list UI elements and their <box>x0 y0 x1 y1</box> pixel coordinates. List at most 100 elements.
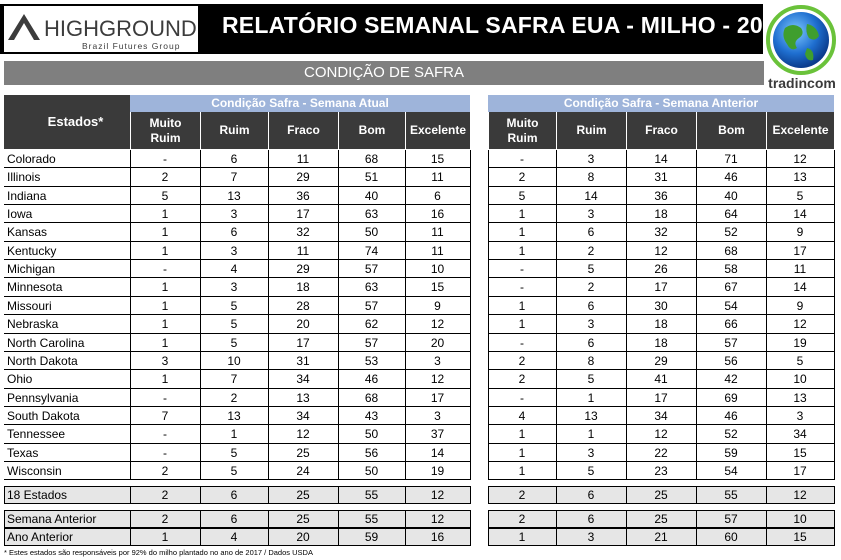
cell-previous: 67 <box>724 280 738 295</box>
state-name: Wisconsin <box>7 463 62 478</box>
cell-previous: 42 <box>724 372 738 387</box>
previous-week-group-header: Condição Safra - Semana Anterior <box>488 95 834 112</box>
globe-ring-icon <box>766 5 836 75</box>
summary-border <box>4 527 470 528</box>
cell-current: 31 <box>296 353 310 368</box>
cell-previous: 46 <box>724 408 738 423</box>
cell-previous: 14 <box>654 152 668 166</box>
cell-previous: 1 <box>518 243 526 258</box>
column-divider <box>488 150 489 481</box>
cell-current: 1 <box>161 298 169 313</box>
state-name: Tennessee <box>7 427 66 442</box>
summary-row-bg <box>4 528 470 546</box>
cell-current: 50 <box>364 225 379 240</box>
cell-previous: 1 <box>518 445 526 460</box>
row-divider <box>488 442 834 444</box>
state-name: South Dakota <box>7 408 80 423</box>
cell-current: 3 <box>230 243 238 258</box>
summary-cell-previous: 2 <box>518 512 526 526</box>
col-header-current: Ruim <box>200 112 268 149</box>
cell-current: 11 <box>431 225 444 240</box>
summary-border <box>4 486 470 487</box>
cell-current: 5 <box>230 317 238 332</box>
cell-previous: 4 <box>518 408 526 423</box>
cell-current: 7 <box>230 170 238 185</box>
summary-divider <box>4 486 5 504</box>
summary-divider <box>470 528 471 546</box>
summary-cell-previous: 2 <box>518 488 526 502</box>
cell-current: 29 <box>296 170 310 185</box>
cell-current: 15 <box>430 152 445 166</box>
summary-divider <box>130 510 131 528</box>
cell-current: 13 <box>227 408 241 423</box>
summary-cell-previous: 60 <box>724 530 738 544</box>
summary-divider <box>470 486 471 504</box>
summary-cell-current: 55 <box>364 512 379 526</box>
summary-cell-previous: 21 <box>654 530 668 544</box>
cell-previous: 5 <box>518 188 526 203</box>
column-divider <box>338 150 339 481</box>
cell-previous: 1 <box>518 317 526 332</box>
row-divider <box>4 350 470 352</box>
cell-previous: 14 <box>793 207 807 222</box>
cell-current: 7 <box>230 372 238 387</box>
cell-previous: 57 <box>724 335 738 350</box>
logo-text: HIGHGROUND <box>44 16 197 41</box>
summary-cell-previous: 25 <box>654 488 668 502</box>
cell-current: 3 <box>434 353 441 368</box>
cell-current: 3 <box>161 353 169 368</box>
state-name: Colorado <box>7 152 56 166</box>
cell-previous: 1 <box>518 225 526 240</box>
cell-current: 57 <box>364 335 379 350</box>
cell-current: 1 <box>161 280 169 295</box>
footnote: * Estes estados são responsáveis por 92%… <box>4 548 313 557</box>
cell-previous: 66 <box>724 317 738 332</box>
summary-cell-current: 12 <box>430 488 445 502</box>
cell-previous: 13 <box>584 408 598 423</box>
cell-current: 50 <box>364 427 379 442</box>
summary-divider <box>488 510 489 528</box>
cell-current: 25 <box>296 445 310 460</box>
summary-divider <box>405 486 406 504</box>
cell-current: 6 <box>434 188 441 203</box>
row-divider <box>4 460 470 462</box>
cell-current: 9 <box>434 298 441 313</box>
cell-current: 11 <box>431 170 444 185</box>
summary-border <box>4 503 470 504</box>
summary-divider <box>200 510 201 528</box>
col-header-previous: Excelente <box>766 112 834 149</box>
row-divider <box>488 222 834 224</box>
cell-previous: 18 <box>654 317 668 332</box>
cell-previous: 1 <box>518 298 526 313</box>
cell-previous: 12 <box>654 243 668 258</box>
cell-previous: 14 <box>584 188 598 203</box>
cell-previous: 8 <box>587 353 595 368</box>
cell-previous: 12 <box>793 152 807 166</box>
cell-current: 34 <box>296 372 310 387</box>
cell-previous: 1 <box>518 207 526 222</box>
summary-divider <box>556 528 557 546</box>
summary-divider <box>200 528 201 546</box>
col-header-current: Muito Ruim <box>130 112 200 149</box>
cell-current: 10 <box>227 353 241 368</box>
cell-current: 5 <box>161 188 169 203</box>
summary-divider <box>338 528 339 546</box>
row-divider <box>4 387 470 389</box>
summary-divider <box>834 528 835 546</box>
cell-previous: 10 <box>793 372 807 387</box>
summary-cell-current: 55 <box>364 488 379 502</box>
summary-border <box>488 527 835 528</box>
summary-divider <box>338 486 339 504</box>
cell-current: - <box>163 427 167 442</box>
state-name: North Carolina <box>7 335 85 350</box>
cell-current: 68 <box>364 152 379 166</box>
cell-current: 5 <box>230 298 238 313</box>
summary-cell-previous: 15 <box>793 530 807 544</box>
row-divider <box>488 259 834 261</box>
summary-cell-previous: 3 <box>587 530 595 544</box>
cell-previous: 3 <box>587 152 595 166</box>
col-header-current: Fraco <box>268 112 338 149</box>
cell-previous: 64 <box>724 207 738 222</box>
cell-previous: 59 <box>724 445 738 460</box>
cell-current: 63 <box>364 207 379 222</box>
